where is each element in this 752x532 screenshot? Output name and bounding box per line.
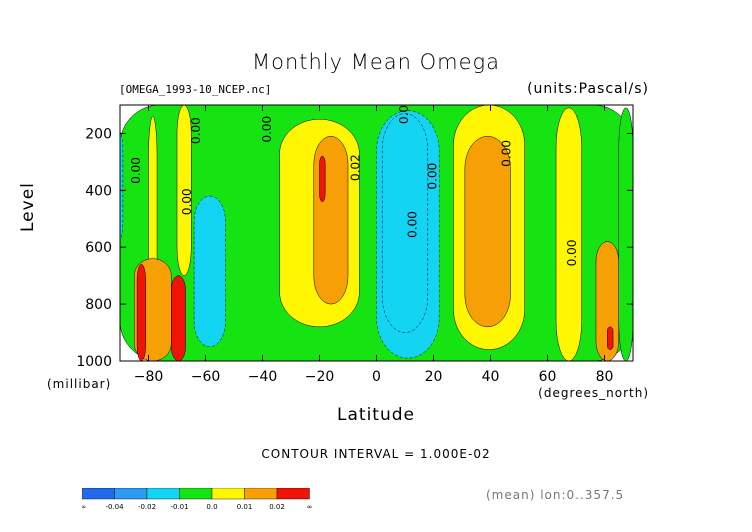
contour-region	[171, 275, 186, 361]
contour-region	[313, 136, 349, 305]
contour-labels: 0.00 0.00 0.00 0.00 0.02 0.00 0.00 0.00 0.00 0.00	[129, 97, 579, 267]
colorbar-swatch	[114, 488, 148, 500]
y-tick-label: 600	[85, 240, 112, 256]
x-tick-label: 0	[372, 369, 381, 385]
colorbar-label: -0.01	[170, 503, 188, 511]
colorbar-label: -0.04	[105, 503, 124, 511]
x-axis-unit: (degrees_north)	[538, 386, 649, 400]
y-tick-label: 200	[85, 126, 112, 142]
colorbar-label: ∞	[307, 503, 313, 511]
contour-region	[136, 264, 146, 361]
footer-note: (mean) lon:0..357.5	[486, 488, 625, 502]
contour-region	[464, 136, 511, 328]
colorbar: -∞ -0.04 -0.02 -0.01 0.0 0.01 0.02 ∞	[82, 488, 313, 511]
contour-label: 0.00	[260, 116, 274, 143]
units-label: (units:Pascal/s)	[527, 81, 649, 97]
y-tick-label: 1000	[76, 354, 112, 370]
x-tick-label: −80	[134, 369, 164, 385]
colorbar-swatch	[211, 488, 245, 500]
x-tick-label: −40	[248, 369, 278, 385]
contour-region	[381, 113, 429, 333]
contour-interval-label: CONTOUR INTERVAL = 1.000E-02	[261, 447, 491, 461]
colorbar-label: -∞	[82, 503, 86, 511]
x-tick-label: 60	[539, 369, 557, 385]
y-tick-label: 400	[85, 183, 112, 199]
colorbar-swatch	[244, 488, 278, 500]
x-tick-label: −20	[305, 369, 335, 385]
colorbar-label: 0.02	[269, 503, 285, 511]
contour-region	[120, 131, 124, 241]
contour-region	[193, 195, 226, 348]
colorbar-label: 0.01	[237, 503, 253, 511]
contour-region	[618, 107, 633, 361]
contour-label: 0.00	[397, 97, 411, 124]
x-tick-label: 80	[596, 369, 614, 385]
axis-ticks: −80 −60 −40 −20 0 20 40 60 80 200 400 600 800 1000	[76, 105, 633, 385]
contour-region	[176, 105, 192, 276]
contour-label: 0.00	[129, 157, 143, 184]
contour-region	[319, 155, 326, 202]
colorbar-label: -0.02	[138, 503, 156, 511]
colorbar-swatch	[82, 488, 115, 500]
contour-label: 0.00	[180, 188, 194, 215]
contour-label: 0.02	[348, 154, 362, 181]
x-tick-label: 40	[482, 369, 500, 385]
y-axis-label: Level	[18, 182, 38, 232]
chart-title: Monthly Mean Omega	[251, 50, 501, 74]
contour-label: 0.00	[425, 163, 439, 190]
x-tick-label: 20	[425, 369, 443, 385]
contour-label: 0.00	[189, 117, 203, 144]
contour-label: 0.00	[405, 211, 419, 238]
x-tick-label: −60	[191, 369, 221, 385]
colorbar-swatch	[146, 488, 180, 500]
colorbar-label: 0.0	[206, 503, 217, 511]
contour-region	[607, 326, 614, 350]
colorbar-swatch	[276, 488, 310, 500]
contour-label: 0.00	[499, 140, 513, 167]
contour-label: 0.00	[565, 240, 579, 267]
x-axis-label: Latitude	[337, 405, 415, 425]
colorbar-swatch	[179, 488, 213, 500]
y-axis-unit: (millibar)	[47, 377, 112, 391]
file-label: [OMEGA_1993-10_NCEP.nc]	[119, 83, 272, 96]
contour-fields	[120, 105, 633, 361]
contour-region	[555, 107, 582, 361]
y-tick-label: 800	[85, 297, 112, 313]
